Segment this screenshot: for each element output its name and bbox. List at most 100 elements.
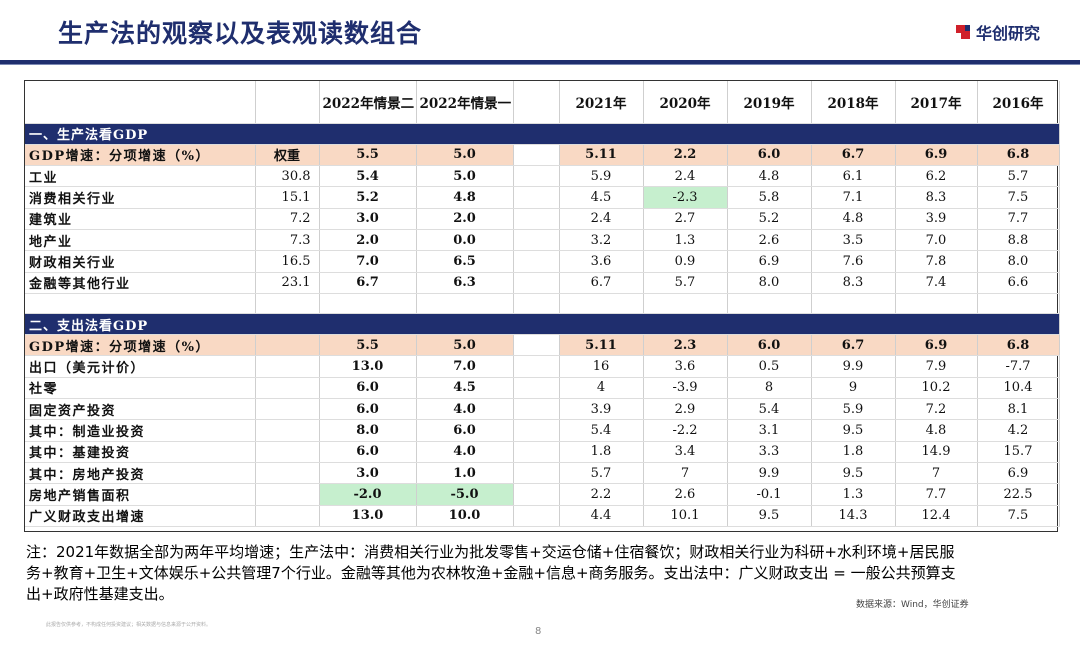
empty-cell <box>727 293 812 314</box>
value-cell-s1: 4.8 <box>416 186 514 209</box>
value-cell-y2020: -2.2 <box>643 419 728 442</box>
empty-cell <box>513 355 560 378</box>
value-cell-y2018: 7.6 <box>811 250 896 273</box>
value-cell-y2017: 8.3 <box>895 186 978 209</box>
value-cell-s1: 5.0 <box>416 334 514 357</box>
table-row: 其中：制造业投资 8.0 6.0 5.4 -2.2 3.1 9.5 4.8 4.2 <box>25 419 1060 442</box>
disclaimer: 此报告仅供参考，不构成任何投资建议；相关数据与信息来源于公开资料。 <box>46 622 212 628</box>
table-row: 出口（美元计价） 13.0 7.0 16 3.6 0.5 9.9 7.9 -7.7 <box>25 355 1060 378</box>
table-row: 其中：房地产投资 3.0 1.0 5.7 7 9.9 9.5 7 6.9 <box>25 462 1060 485</box>
empty-cell <box>513 165 560 188</box>
value-cell-y2019: 6.0 <box>727 144 812 167</box>
value-cell-s2: 3.0 <box>319 208 417 230</box>
row-label: 消费相关行业 <box>25 186 256 209</box>
table-row: 工业 30.8 5.4 5.0 5.9 2.4 4.8 6.1 6.2 5.7 <box>25 165 1060 188</box>
value-cell-s1: 0.0 <box>416 229 514 252</box>
empty-cell <box>513 144 560 167</box>
column-header <box>255 81 320 124</box>
value-cell-s2: 13.0 <box>319 505 417 527</box>
value-cell-y2021: 2.4 <box>559 208 644 230</box>
value-cell-y2021: 5.4 <box>559 419 644 442</box>
value-cell-y2016: 6.8 <box>977 144 1060 167</box>
value-cell-y2021: 1.8 <box>559 441 644 463</box>
column-header <box>513 81 560 124</box>
value-cell-y2016: 6.8 <box>977 334 1060 357</box>
value-cell-y2016: 8.8 <box>977 229 1060 252</box>
empty-cell <box>895 293 978 314</box>
value-cell-y2021: 6.7 <box>559 272 644 294</box>
value-cell-y2018: 9.5 <box>811 462 896 485</box>
empty-cell <box>811 293 896 314</box>
value-cell-y2018: 3.5 <box>811 229 896 252</box>
value-cell-y2021: 5.7 <box>559 462 644 485</box>
value-cell-y2021: 4.4 <box>559 505 644 527</box>
value-cell-y2021: 3.9 <box>559 398 644 421</box>
value-cell-y2019: 9.5 <box>727 505 812 527</box>
value-cell-y2021: 3.6 <box>559 250 644 273</box>
value-cell-s1: 6.5 <box>416 250 514 273</box>
value-cell-y2016: 4.2 <box>977 419 1060 442</box>
value-cell-y2019: 0.5 <box>727 355 812 378</box>
value-cell-y2017: 6.9 <box>895 334 978 357</box>
value-cell-y2020: 2.7 <box>643 208 728 230</box>
value-cell-y2016: 7.5 <box>977 186 1060 209</box>
value-cell-y2019: 3.1 <box>727 419 812 442</box>
gdp-row: GDP增速：分项增速（%） 权重 5.5 5.0 5.11 2.2 6.0 6.7 6.9 6.8 <box>25 144 1060 167</box>
value-cell-s2: 5.4 <box>319 165 417 188</box>
header-rule-thin <box>0 64 1080 65</box>
empty-cell <box>513 208 560 230</box>
value-cell-y2018: 1.3 <box>811 483 896 506</box>
value-cell-y2016: 8.1 <box>977 398 1060 421</box>
value-cell-y2019: 6.9 <box>727 250 812 273</box>
data-table-container: 2022年情景二 2022年情景一 2021年 2020年 2019年 2018年 2017… <box>24 80 1060 532</box>
row-label: 其中：制造业投资 <box>25 419 256 442</box>
empty-cell <box>416 293 514 314</box>
value-cell-y2016: 8.0 <box>977 250 1060 273</box>
value-cell-weight: 权重 <box>255 144 320 167</box>
value-cell-y2017: 14.9 <box>895 441 978 463</box>
value-cell-y2018: 9 <box>811 377 896 400</box>
value-cell-y2016: -7.7 <box>977 355 1060 378</box>
value-cell-s2: -2.0 <box>319 483 417 506</box>
empty-cell <box>513 250 560 273</box>
empty-cell <box>559 293 644 314</box>
table-row: 房地产销售面积 -2.0 -5.0 2.2 2.6 -0.1 1.3 7.7 22.5 <box>25 483 1060 506</box>
row-label: 建筑业 <box>25 208 256 230</box>
column-header: 2019年 <box>727 81 812 124</box>
value-cell-y2018: 6.7 <box>811 334 896 357</box>
row-label: GDP增速：分项增速（%） <box>25 144 256 167</box>
value-cell-s2: 6.0 <box>319 377 417 400</box>
value-cell-y2017: 10.2 <box>895 377 978 400</box>
value-cell-y2020: 3.4 <box>643 441 728 463</box>
value-cell-y2018: 9.9 <box>811 355 896 378</box>
value-cell-s2: 8.0 <box>319 419 417 442</box>
footnote: 注：2021年数据全部为两年平均增速；生产法中：消费相关行业为批发零售+交运仓储… <box>26 543 956 603</box>
value-cell-s2: 6.0 <box>319 398 417 421</box>
empty-cell <box>513 334 560 357</box>
empty-cell <box>513 377 560 400</box>
logo-icon <box>955 25 970 39</box>
section-title: 一、生产法看GDP <box>25 123 1060 145</box>
value-cell-y2020: 5.7 <box>643 272 728 294</box>
value-cell-y2019: 6.0 <box>727 334 812 357</box>
empty-cell <box>319 293 417 314</box>
value-cell-y2017: 7.0 <box>895 229 978 252</box>
value-cell-s2: 6.7 <box>319 272 417 294</box>
value-cell-y2017: 4.8 <box>895 419 978 442</box>
value-cell-s2: 6.0 <box>319 441 417 463</box>
gdp-table: 2022年情景二 2022年情景一 2021年 2020年 2019年 2018年 2017… <box>25 81 1060 527</box>
table-row: 地产业 7.3 2.0 0.0 3.2 1.3 2.6 3.5 7.0 8.8 <box>25 229 1060 252</box>
table-row: 财政相关行业 16.5 7.0 6.5 3.6 0.9 6.9 7.6 7.8 8.0 <box>25 250 1060 273</box>
value-cell-weight <box>255 462 320 485</box>
value-cell-y2020: 2.6 <box>643 483 728 506</box>
value-cell-y2017: 7.9 <box>895 355 978 378</box>
value-cell-y2020: -2.3 <box>643 186 728 209</box>
logo-text: 华创研究 <box>975 24 1040 43</box>
value-cell-y2016: 10.4 <box>977 377 1060 400</box>
value-cell-weight: 30.8 <box>255 165 320 188</box>
value-cell-y2020: 7 <box>643 462 728 485</box>
value-cell-y2020: 0.9 <box>643 250 728 273</box>
empty-cell <box>513 272 560 294</box>
row-label: 房地产销售面积 <box>25 483 256 506</box>
value-cell-y2016: 22.5 <box>977 483 1060 506</box>
